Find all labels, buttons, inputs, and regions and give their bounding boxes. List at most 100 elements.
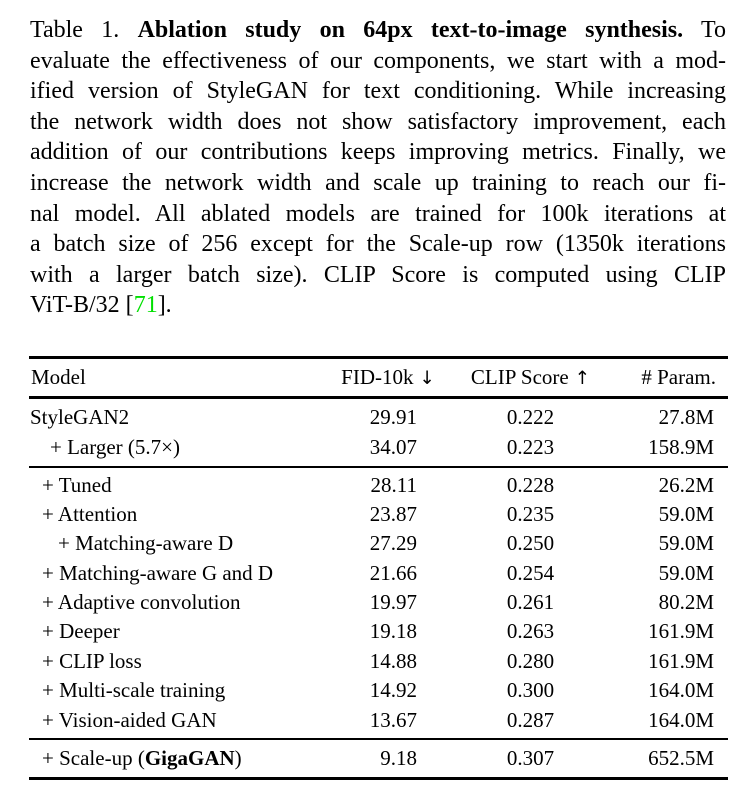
model-cell: + Scale-up (GigaGAN) xyxy=(42,746,242,771)
clip-cell: 0.223 xyxy=(506,435,555,459)
down-arrow-icon: ↓ xyxy=(413,368,435,389)
header-rule xyxy=(29,396,728,399)
model-cell: + Multi-scale training xyxy=(42,678,226,703)
clip-cell: 0.235 xyxy=(506,501,555,526)
model-cell: + CLIP loss xyxy=(42,648,142,673)
fid-cell: 21.66 xyxy=(369,560,417,585)
param-cell: 59.0M xyxy=(658,560,714,585)
model-cell: + Tuned xyxy=(42,472,112,497)
caption-line-10: ViT-B/32 [71]. xyxy=(30,290,726,321)
model-name-bold: GigaGAN xyxy=(144,746,235,771)
clip-cell: 0.280 xyxy=(506,648,555,673)
table-section-3: + Scale-up (GigaGAN) 9.18 0.307 652.5M xyxy=(29,740,728,777)
column-header-label: Model xyxy=(31,365,86,389)
table-row: + Deeper 19.18 0.263 161.9M xyxy=(29,617,728,646)
table-row: + Multi-scale training 14.92 0.300 164.0M xyxy=(29,676,728,705)
up-arrow-icon: ↑ xyxy=(568,368,591,389)
caption-line-5: addition of our contributions keeps impr… xyxy=(30,137,726,168)
fid-cell: 14.92 xyxy=(369,678,417,703)
table-header-row: Model FID-10k ↓ CLIP Score ↑ # Param. xyxy=(29,359,728,396)
fid-cell: 9.18 xyxy=(380,746,417,771)
column-header-label: CLIP Score xyxy=(470,365,569,389)
model-cell: + Matching-aware D xyxy=(58,531,234,556)
fid-cell: 27.29 xyxy=(369,531,417,556)
clip-cell: 0.287 xyxy=(506,707,555,732)
param-cell: 26.2M xyxy=(658,472,714,497)
clip-cell: 0.307 xyxy=(506,746,555,771)
fid-cell: 19.97 xyxy=(369,590,417,615)
fid-cell: 29.91 xyxy=(369,404,417,429)
model-cell: + Larger (5.7×) xyxy=(50,435,180,459)
column-header-label: FID-10k xyxy=(341,365,414,389)
caption-line-3: ified version of StyleGAN for text condi… xyxy=(30,76,726,107)
mid-rule-2 xyxy=(29,737,728,741)
model-cell: StyleGAN2 xyxy=(30,404,130,429)
param-cell: 164.0M xyxy=(648,707,714,732)
caption-text: To xyxy=(683,17,726,43)
caption-text: nal model. All ablated models are traine… xyxy=(30,200,726,227)
table-row: + Scale-up (GigaGAN) 9.18 0.307 652.5M xyxy=(29,743,728,774)
caption-line-6: increase the network width and scale up … xyxy=(30,168,726,199)
caption-text: addition of our contributions keeps impr… xyxy=(30,139,726,166)
table-row: + Vision-aided GAN 13.67 0.287 164.0M xyxy=(29,706,728,735)
caption-line-4: the network width does not show satisfac… xyxy=(30,107,726,138)
caption-text: Table 1. xyxy=(30,17,138,43)
clip-cell: 0.261 xyxy=(506,590,555,615)
mid-rule-1 xyxy=(29,465,728,468)
column-header-fid: FID-10k ↓ xyxy=(330,359,446,397)
caption-text: with a larger batch size). CLIP Score is… xyxy=(30,261,726,288)
fid-cell: 28.11 xyxy=(370,472,417,497)
table-row: + Attention 23.87 0.235 59.0M xyxy=(29,500,728,529)
ablation-table: Model FID-10k ↓ CLIP Score ↑ # Param. StyleG… xyxy=(29,356,728,781)
caption-line-8: a batch size of 256 except for the Scale… xyxy=(30,229,726,260)
clip-cell: 0.263 xyxy=(506,619,555,644)
fid-cell: 19.18 xyxy=(369,619,417,644)
fid-cell: 23.87 xyxy=(369,501,417,526)
column-header-model: Model xyxy=(29,359,330,397)
table-caption: Table 1. Ablation study on 64px text-to-… xyxy=(30,15,726,321)
table-row: + Matching-aware G and D 21.66 0.254 59.0M xyxy=(29,559,728,588)
model-cell: + Attention xyxy=(42,501,138,526)
param-cell: 164.0M xyxy=(648,678,714,703)
table-section-2: + Tuned 28.11 0.228 26.2M + Attention 23.87 0.… xyxy=(29,468,728,738)
caption-text: ]. xyxy=(157,292,172,319)
model-cell: + Adaptive convolution xyxy=(42,590,241,615)
caption-line-1: Table 1. Ablation study on 64px text-to-… xyxy=(30,15,726,46)
fid-cell: 34.07 xyxy=(369,435,417,459)
param-cell: 161.9M xyxy=(648,648,714,673)
column-header-label: # Param. xyxy=(641,365,716,389)
model-cell: + Deeper xyxy=(42,619,120,644)
param-cell: 59.0M xyxy=(658,531,714,556)
param-cell: 652.5M xyxy=(648,746,714,771)
caption-text: ViT-B/32 [ xyxy=(30,292,134,319)
citation-ref: 71 xyxy=(133,292,158,319)
param-cell: 158.9M xyxy=(648,435,714,459)
caption-text: evaluate the effectiveness of our compon… xyxy=(30,47,726,74)
param-cell: 27.8M xyxy=(658,404,714,429)
fid-cell: 14.88 xyxy=(369,648,417,673)
table-row: + Larger (5.7×) 34.07 0.223 158.9M xyxy=(29,432,728,463)
param-cell: 59.0M xyxy=(658,501,714,526)
caption-line-7: nal model. All ablated models are traine… xyxy=(30,199,726,230)
caption-bold-title: Ablation study on 64px text-to-image syn… xyxy=(137,17,684,43)
clip-cell: 0.222 xyxy=(506,404,555,429)
clip-cell: 0.228 xyxy=(506,472,555,497)
table-top-rule xyxy=(29,356,728,359)
table-row: + Matching-aware D 27.29 0.250 59.0M xyxy=(29,529,728,558)
caption-text: the network width does not show satisfac… xyxy=(30,108,726,135)
column-header-clip: CLIP Score ↑ xyxy=(446,359,615,397)
clip-cell: 0.254 xyxy=(506,560,555,585)
column-header-param: # Param. xyxy=(615,359,728,397)
caption-line-9: with a larger batch size). CLIP Score is… xyxy=(30,260,726,291)
param-cell: 80.2M xyxy=(658,590,714,615)
table-bottom-rule xyxy=(29,777,728,781)
caption-line-2: evaluate the effectiveness of our compon… xyxy=(30,46,726,77)
clip-cell: 0.300 xyxy=(506,678,555,703)
table-section-1: StyleGAN2 29.91 0.222 27.8M + Larger (5.7×) 3… xyxy=(29,399,728,466)
clip-cell: 0.250 xyxy=(506,531,555,556)
table-row: + Adaptive convolution 19.97 0.261 80.2M xyxy=(29,588,728,617)
caption-text: ified version of StyleGAN for text condi… xyxy=(30,78,726,105)
table-row: + Tuned 28.11 0.228 26.2M xyxy=(29,471,728,500)
table-row: + CLIP loss 14.88 0.280 161.9M xyxy=(29,647,728,676)
